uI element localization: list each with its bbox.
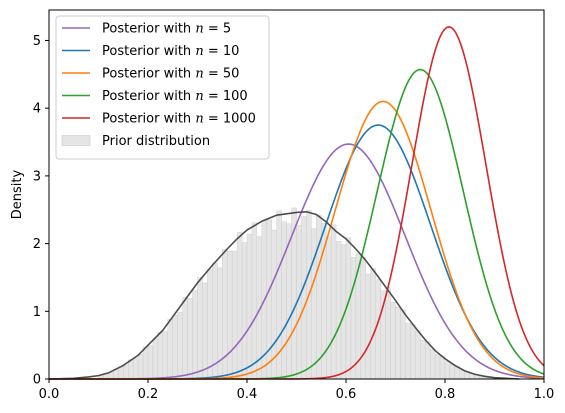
y-axis-label: Density [10, 169, 25, 219]
prior-histogram-bar [311, 228, 317, 380]
prior-histogram-bar [330, 224, 337, 380]
prior-histogram-bar [415, 330, 421, 380]
prior-histogram-bar [365, 273, 371, 380]
y-tick-label: 1 [33, 305, 41, 320]
prior-histogram-bar [127, 359, 134, 380]
prior-histogram-bar [370, 268, 376, 380]
axes-frame [48, 9, 545, 380]
prior-histogram-bar [137, 354, 144, 380]
prior-histogram-bar [405, 322, 411, 380]
prior-histogram-bar [335, 241, 342, 380]
prior-histogram-bar [192, 290, 198, 380]
prior-histogram-bar [266, 219, 272, 380]
legend-label: Posterior with n = 5 [102, 22, 231, 37]
prior-histogram-bar [444, 361, 451, 380]
y-tick-label: 4 [33, 102, 41, 117]
y-tick-label: 2 [33, 237, 41, 252]
legend-swatch [61, 135, 91, 146]
prior-histogram-bar [375, 279, 381, 380]
prior-histogram-bar [132, 357, 139, 380]
prior-histogram-bar [162, 331, 169, 380]
y-tick-label: 3 [33, 169, 41, 184]
y-tick-label: 5 [33, 34, 41, 49]
prior-histogram-bar [207, 269, 213, 380]
prior-histogram-bar [197, 277, 203, 380]
prior-histogram-bar [246, 233, 253, 380]
legend-label: Prior distribution [102, 134, 210, 149]
prior-histogram-bar [147, 345, 154, 380]
prior-histogram-bar [429, 348, 436, 380]
prior-histogram-bar [434, 354, 441, 380]
prior-histogram-bar [187, 298, 193, 380]
prior-histogram-bar [226, 251, 233, 380]
prior-histogram [98, 207, 495, 380]
x-tick-label: 1.0 [534, 387, 555, 402]
prior-histogram-bar [177, 311, 183, 380]
prior-histogram-bar [118, 366, 124, 380]
prior-histogram-bar [360, 256, 367, 380]
legend-label: Posterior with n = 1000 [102, 112, 256, 127]
prior-histogram-bar [326, 236, 332, 380]
prior-histogram-bar [157, 332, 164, 380]
legend-label: Posterior with n = 100 [102, 89, 248, 104]
prior-histogram-bar [152, 338, 159, 380]
prior-histogram-bar [182, 297, 188, 380]
y-tick-label: 0 [33, 373, 41, 388]
prior-histogram-bar [142, 346, 149, 380]
prior-histogram-bar [301, 216, 307, 380]
legend: Posterior with n = 5 Posterior with n = 1… [55, 15, 270, 160]
prior-histogram-bar [212, 262, 218, 380]
x-tick-label: 0.8 [435, 387, 456, 402]
prior-histogram-bar [439, 355, 446, 380]
prior-histogram-bar [400, 309, 406, 380]
prior-histogram-bar [222, 249, 228, 380]
x-tick-label: 0.6 [336, 387, 357, 402]
x-axis: 0.0 0.2 0.4 0.6 0.8 1.0 [39, 379, 555, 402]
legend-label: Posterior with n = 10 [102, 44, 239, 59]
prior-histogram-bar [350, 257, 357, 380]
prior-histogram-bar [449, 364, 456, 380]
x-tick-label: 0.2 [138, 387, 159, 402]
prior-histogram-bar [123, 364, 129, 380]
prior-histogram-bar [420, 340, 426, 380]
prior-histogram-bar [202, 282, 208, 380]
prior-histogram-bar [172, 314, 178, 380]
prior-histogram-bar [410, 324, 416, 380]
y-axis: 0 1 2 3 4 5 [33, 34, 49, 388]
prior-histogram-bar [231, 250, 238, 380]
prior-kde-line [48, 210, 520, 380]
prior-histogram-bar [459, 370, 466, 380]
prior-histogram-bar [251, 222, 258, 380]
prior-histogram-bar [385, 287, 391, 380]
prior-histogram-bar [390, 302, 396, 380]
prior-histogram-bar [167, 319, 173, 380]
prior-histogram-bar [281, 221, 287, 380]
x-tick-label: 0.4 [237, 387, 258, 402]
prior-histogram-bar [241, 242, 248, 380]
legend-box [55, 15, 270, 160]
x-tick-label: 0.0 [39, 387, 60, 402]
prior-histogram-bar [236, 232, 243, 380]
prior-histogram-bar [425, 341, 431, 380]
prior-histogram-bar [395, 307, 401, 380]
legend-label: Posterior with n = 50 [102, 67, 239, 82]
